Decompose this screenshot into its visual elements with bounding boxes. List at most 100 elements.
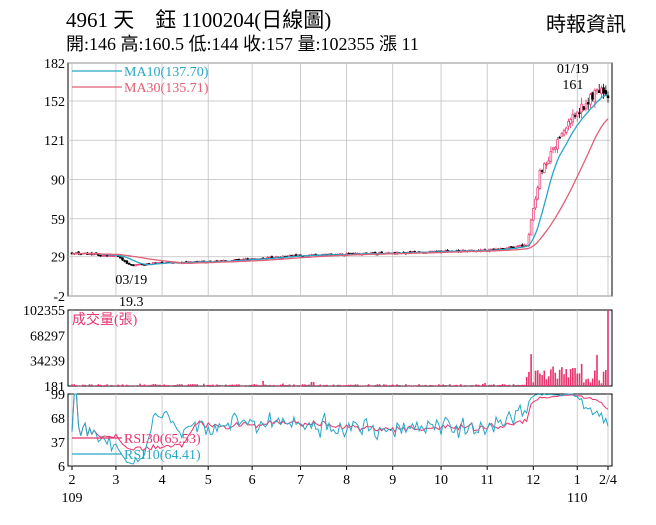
volume-bar	[345, 385, 348, 386]
volume-bar	[396, 384, 398, 386]
candle-body	[516, 245, 520, 247]
volume-bar	[170, 385, 172, 387]
volume-bar	[205, 385, 207, 387]
candle-body	[595, 89, 599, 92]
volume-bar	[229, 384, 231, 386]
volume-bar	[277, 385, 280, 387]
price-tick-label: 29	[51, 251, 65, 266]
volume-bar	[266, 385, 269, 386]
volume-bar	[86, 385, 89, 387]
volume-bar	[541, 374, 543, 386]
volume-bar	[512, 384, 515, 386]
volume-bar	[172, 385, 174, 386]
volume-tick-label: 34239	[30, 355, 65, 370]
volume-bar	[569, 369, 572, 386]
volume-bar	[409, 385, 412, 387]
volume-bar	[429, 384, 431, 386]
rsi-legend-label: RSI30(65.53)	[124, 432, 201, 447]
volume-tick-label: 181	[44, 380, 65, 395]
price-tick-label: 59	[51, 213, 65, 228]
rsi-tick-label: 68	[51, 412, 65, 427]
volume-bar	[424, 384, 427, 386]
rsi10-line	[71, 393, 609, 465]
candle-body	[108, 255, 111, 257]
month-tick-label: 9	[389, 473, 396, 488]
volume-bar	[150, 384, 152, 386]
volume-bar	[477, 384, 480, 386]
volume-bar	[455, 384, 458, 386]
volume-bar	[90, 384, 93, 386]
candle-body	[600, 87, 603, 95]
volume-bar	[207, 384, 209, 386]
volume-bar	[304, 384, 306, 386]
volume-bar	[585, 379, 587, 386]
volume-bar	[341, 385, 343, 387]
volume-bar	[167, 385, 170, 386]
candle-body	[123, 260, 126, 262]
volume-bar	[310, 381, 313, 386]
ma10-line	[71, 93, 609, 266]
candle-body	[130, 264, 133, 266]
volume-bar	[503, 384, 506, 386]
month-tick-label: 5	[205, 473, 212, 488]
candle-body	[136, 263, 140, 266]
volume-bar	[95, 385, 97, 386]
candle-body	[523, 244, 526, 247]
candle-body	[580, 103, 583, 113]
month-tick-label: 10	[434, 473, 448, 488]
volume-bar	[176, 384, 179, 386]
volume-bar	[464, 385, 467, 386]
volume-bar	[288, 384, 291, 386]
month-tick-label: 1	[574, 473, 581, 488]
volume-bar	[334, 385, 337, 387]
volume-bar	[290, 385, 293, 387]
volume-bar	[536, 370, 539, 386]
volume-bar	[380, 385, 383, 387]
candle-body	[543, 163, 546, 174]
candle-body	[529, 219, 533, 236]
volume-bar	[332, 384, 335, 386]
volume-tick-label: 102355	[23, 304, 65, 319]
volume-bar	[433, 385, 436, 387]
candle-body	[268, 256, 271, 259]
volume-bar	[451, 385, 453, 386]
candle-body	[597, 90, 601, 94]
volume-bar	[134, 385, 137, 387]
candle-body	[571, 114, 575, 123]
month-tick-label: 12	[526, 473, 540, 488]
volume-bar	[317, 385, 319, 386]
volume-bar	[196, 384, 199, 386]
volume-bar	[159, 384, 161, 386]
volume-bar	[123, 385, 126, 387]
candle-body	[578, 112, 581, 114]
volume-bar	[383, 384, 385, 386]
volume-bar	[343, 385, 346, 386]
month-tick-label: 2/4	[599, 473, 617, 488]
candle-body	[591, 92, 594, 100]
volume-bar	[312, 382, 315, 386]
volume-bar	[488, 384, 491, 386]
month-tick-label: 7	[297, 473, 304, 488]
low-date-annotation: 03/19	[115, 273, 147, 288]
volume-bar	[268, 384, 271, 386]
volume-bar	[576, 373, 579, 386]
month-tick-label: 11	[480, 473, 493, 488]
volume-bar	[119, 385, 122, 387]
candle-body	[549, 151, 553, 162]
candle-body	[569, 119, 572, 124]
volume-bar	[594, 370, 596, 386]
volume-bar	[242, 385, 245, 387]
volume-bar	[361, 385, 363, 387]
volume-bar	[187, 384, 190, 386]
candle-body	[507, 246, 511, 249]
volume-bar	[363, 385, 365, 387]
volume-bar	[222, 385, 225, 387]
price-tick-label: 152	[44, 95, 65, 110]
volume-bar	[605, 369, 607, 386]
volume-bar	[440, 385, 442, 386]
volume-bar	[394, 385, 396, 387]
volume-bar	[295, 385, 297, 387]
candle-body	[573, 115, 577, 117]
